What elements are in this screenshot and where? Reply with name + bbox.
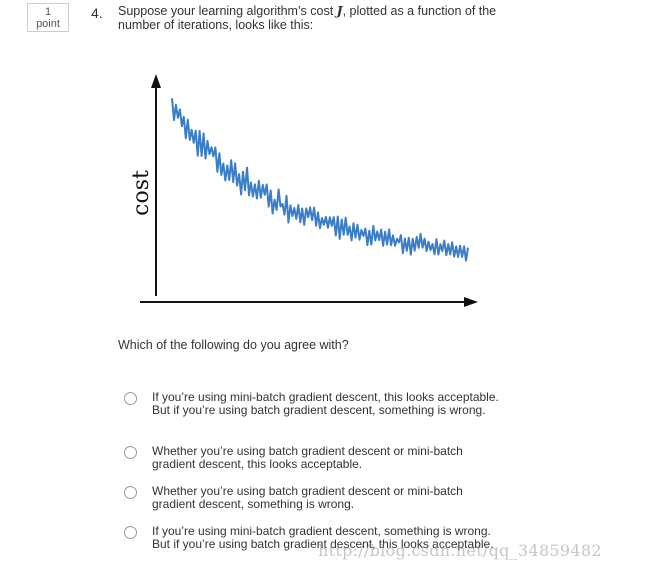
points-label: point [36,18,60,30]
watermark: http://blog.csdn.net/qq_34859482 [318,541,602,560]
option-4-radio[interactable] [124,526,137,539]
option-3-radio[interactable] [124,486,137,499]
cost-series-line [171,98,469,262]
question-prompt: Which of the following do you agree with… [118,338,349,352]
question-text-before: Suppose your learning algorithm’s cost [118,4,337,18]
y-axis-arrow-icon [151,74,161,88]
question-number: 4. [91,5,103,21]
cost-symbol: J [336,3,343,18]
question-text-after: , plotted as a function of the number of… [118,4,497,32]
option-2-radio[interactable] [124,446,137,459]
option-4-label: If you’re using mini-batch gradient desc… [152,524,494,551]
x-axis-arrow-icon [464,297,478,307]
y-axis-label: cost [129,170,154,216]
option-1-radio[interactable] [124,392,137,405]
question-text: Suppose your learning algorithm’s cost J… [118,3,538,33]
option-2-label: Whether you’re using batch gradient desc… [152,444,463,471]
cost-chart: cost [129,74,478,307]
option-3-label: Whether you’re using batch gradient desc… [152,484,463,511]
points-badge: 1 point [27,3,69,32]
option-1-label: If you’re using mini-batch gradient desc… [152,390,499,417]
points-value: 1 [44,6,52,18]
